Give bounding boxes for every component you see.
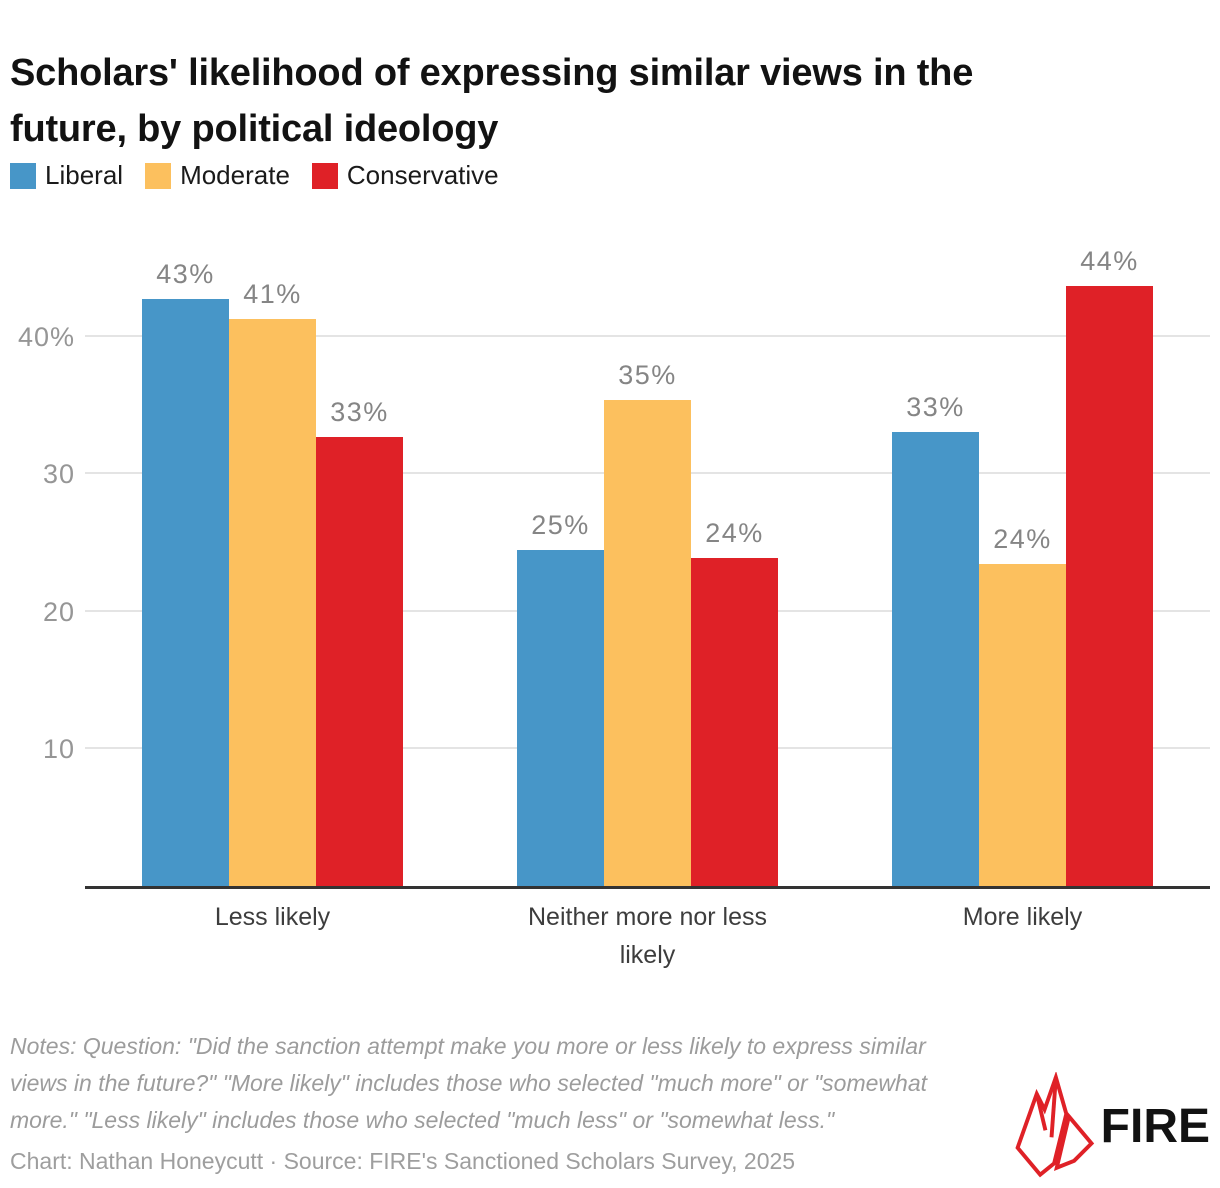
bar-fill [316, 437, 403, 886]
fire-flame-icon [1015, 1072, 1094, 1178]
bar-value-label: 33% [330, 397, 389, 428]
bar-moderate-3: 24% [979, 230, 1066, 886]
x-tick-label-1: Less likely [85, 898, 460, 936]
bar-liberal-3: 33% [892, 230, 979, 886]
fire-logo: FIRE [1015, 1072, 1210, 1180]
legend-label: Liberal [45, 160, 124, 190]
legend-label: Conservative [346, 160, 499, 190]
bar-conservative-1: 33% [316, 230, 403, 886]
legend-swatch-conservative [311, 162, 338, 189]
bar-value-label: 25% [531, 509, 590, 540]
bar-fill [979, 563, 1066, 886]
bar-fill [229, 319, 316, 886]
x-tick-label-3: More likely [835, 898, 1210, 936]
bar-value-label: 44% [1080, 246, 1139, 277]
bar-fill [517, 549, 604, 886]
chart-title: Scholars' likelihood of expressing simil… [10, 52, 974, 151]
fire-logo-text: FIRE [1100, 1099, 1210, 1153]
legend-swatch-moderate [145, 162, 172, 189]
legend-item-moderate: Moderate [145, 160, 290, 191]
bar-value-label: 33% [906, 391, 965, 422]
gridline-40 [85, 335, 1210, 338]
bar-liberal-1: 43% [142, 230, 229, 886]
bar-conservative-3: 44% [1066, 230, 1153, 886]
bar-fill [892, 431, 979, 886]
bar-conservative-2: 24% [691, 230, 778, 886]
legend-label: Moderate [180, 160, 290, 190]
bar-group-3: 33% 24% 44% [892, 230, 1153, 886]
bar-liberal-2: 25% [517, 230, 604, 886]
bar-group-1: 43% 41% 33% [142, 230, 403, 886]
bar-moderate-1: 41% [229, 230, 316, 886]
bar-fill [691, 558, 778, 886]
bar-group-2: 25% 35% 24% [517, 230, 778, 886]
legend-item-liberal: Liberal [10, 160, 123, 191]
x-tick-label-text: Neither more nor less likely [528, 903, 767, 969]
bar-value-label: 35% [618, 360, 677, 391]
notes-line: views in the future?" "More likely" incl… [10, 1070, 928, 1096]
notes-line: more." "Less likely" includes those who … [10, 1107, 835, 1133]
chart-notes: Notes: Question: "Did the sanction attem… [10, 1028, 955, 1139]
legend: Liberal Moderate Conservative [10, 160, 499, 191]
bar-value-label: 43% [156, 258, 215, 289]
bar-value-label: 24% [993, 523, 1052, 554]
bar-value-label: 41% [243, 279, 302, 310]
x-tick-label-text: More likely [962, 903, 1083, 931]
x-tick-label-text: Less likely [214, 903, 331, 931]
bar-fill [1066, 286, 1153, 886]
bar-moderate-2: 35% [604, 230, 691, 886]
chart-credit: Chart: Nathan Honeycutt · Source: FIRE's… [10, 1148, 796, 1174]
y-tick-label-10: 10 [42, 733, 75, 764]
y-tick-label-20: 20 [42, 596, 75, 627]
plot-area: 43% 41% 33% 25% 35% 24% 33% 24% 44% [85, 230, 1210, 889]
y-tick-label-30: 30 [42, 459, 75, 490]
bar-fill [604, 400, 691, 886]
y-axis: 10 20 30 40% [0, 230, 75, 886]
bar-value-label: 24% [705, 518, 764, 548]
legend-item-conservative: Conservative [311, 160, 499, 191]
legend-swatch-liberal [10, 162, 36, 189]
notes-line: Notes: Question: "Did the sanction attem… [10, 1033, 926, 1059]
y-tick-label-40: 40% [17, 322, 75, 353]
x-tick-label-2: Neither more nor less likely [460, 898, 835, 974]
bar-fill [142, 298, 229, 886]
